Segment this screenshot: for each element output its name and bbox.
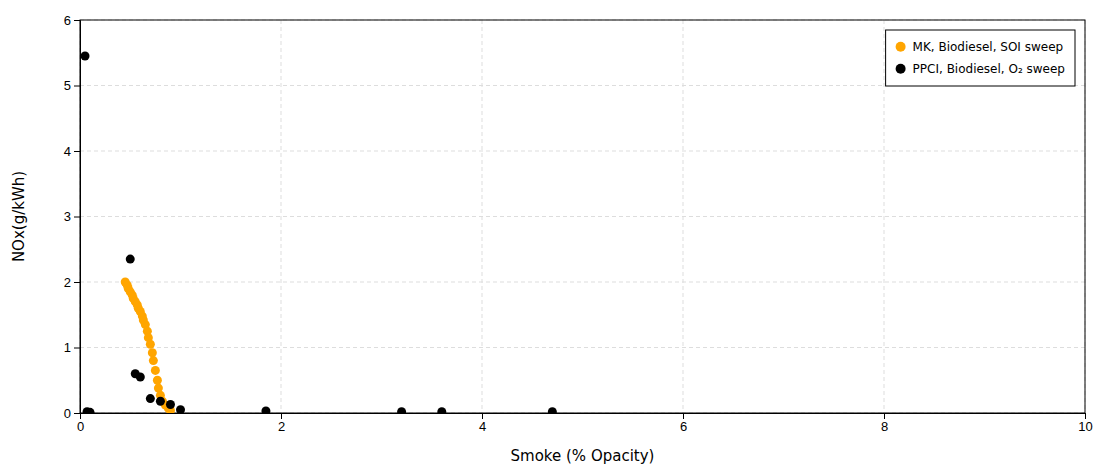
y-axis-title: NOx(g/kWh) <box>10 171 28 262</box>
x-tick: 10 <box>1078 413 1092 434</box>
plot-frame <box>80 20 1085 413</box>
x-tick-label: 4 <box>479 419 486 434</box>
point <box>261 407 270 413</box>
legend-box <box>886 30 1075 86</box>
point <box>437 407 446 413</box>
y-tick: 6 <box>64 13 80 28</box>
plot: 0 2 4 6 8 10 0 1 2 3 4 5 6 MK, Biodiesel, SOI sweep PP… <box>64 13 1093 435</box>
y-tick-label: 5 <box>64 78 71 93</box>
marks <box>81 52 557 413</box>
point <box>153 376 162 385</box>
x-tick-mark <box>884 413 885 419</box>
y-tick-mark <box>74 413 80 414</box>
x-tick-mark <box>683 413 684 419</box>
y-tick-label: 2 <box>64 275 71 290</box>
y-tick-mark <box>74 20 80 21</box>
grid-line-x <box>281 20 282 413</box>
x-tick-label: 10 <box>1078 419 1092 434</box>
grid-line-y <box>80 347 1085 348</box>
point <box>397 407 406 413</box>
point <box>156 397 165 406</box>
legend-item: PPCI, Biodiesel, O₂ sweep <box>896 62 1065 76</box>
y-tick: 4 <box>64 144 80 159</box>
point <box>166 400 175 409</box>
y-axis: 0 1 2 3 4 5 6 <box>64 13 81 421</box>
y-tick-mark <box>74 86 80 87</box>
point <box>548 407 557 413</box>
x-tick: 8 <box>881 413 888 434</box>
y-tick-mark <box>74 217 80 218</box>
x-tick-label: 8 <box>881 419 888 434</box>
series <box>121 278 175 414</box>
x-tick-label: 2 <box>278 419 285 434</box>
series <box>81 52 557 413</box>
point <box>149 356 158 365</box>
y-tick-mark <box>74 348 80 349</box>
y-tick: 0 <box>64 406 80 421</box>
x-axis-title: Smoke (% Opacity) <box>511 447 655 465</box>
point <box>126 255 135 264</box>
legend: MK, Biodiesel, SOI sweep PPCI, Biodiesel,… <box>886 30 1075 86</box>
x-tick: 6 <box>680 413 687 434</box>
x-tick: 4 <box>479 413 486 434</box>
point <box>81 52 90 61</box>
x-tick-label: 6 <box>680 419 687 434</box>
x-tick: 2 <box>278 413 285 434</box>
y-tick-label: 3 <box>64 209 71 224</box>
grid-line-y <box>80 151 1085 152</box>
y-tick-label: 4 <box>64 144 71 159</box>
y-tick: 2 <box>64 275 80 290</box>
x-axis-line <box>81 414 1086 420</box>
grid-line-y <box>80 216 1085 217</box>
legend-marker <box>896 64 906 74</box>
y-tick: 5 <box>64 78 80 93</box>
y-tick-label: 6 <box>64 13 71 28</box>
point <box>146 394 155 403</box>
x-tick-label: 0 <box>77 419 84 434</box>
legend-label: MK, Biodiesel, SOI sweep <box>913 40 1064 54</box>
y-tick: 3 <box>64 209 80 224</box>
x-axis: 0 2 4 6 8 10 <box>77 413 1093 434</box>
y-tick-label: 0 <box>64 406 71 421</box>
chart: 0 2 4 6 8 10 0 1 2 3 4 5 6 MK, Biodiesel, SOI sweep PP… <box>0 0 1115 475</box>
grid <box>80 20 1085 413</box>
y-tick-label: 1 <box>64 340 71 355</box>
point <box>176 405 185 413</box>
y-tick: 1 <box>64 340 80 355</box>
y-tick-mark <box>74 282 80 283</box>
legend-marker <box>896 42 906 52</box>
point <box>148 348 157 357</box>
point <box>146 340 155 349</box>
point <box>136 372 145 381</box>
legend-item: MK, Biodiesel, SOI sweep <box>896 40 1064 54</box>
legend-label: PPCI, Biodiesel, O₂ sweep <box>913 62 1065 76</box>
point <box>151 366 160 375</box>
y-tick-mark <box>74 151 80 152</box>
grid-line-y <box>80 282 1085 283</box>
x-tick-mark <box>281 413 282 419</box>
x-tick-mark <box>482 413 483 419</box>
point <box>86 408 95 413</box>
x-tick: 0 <box>77 413 84 434</box>
grid-line-x <box>884 20 885 413</box>
x-tick-mark <box>1085 413 1086 419</box>
